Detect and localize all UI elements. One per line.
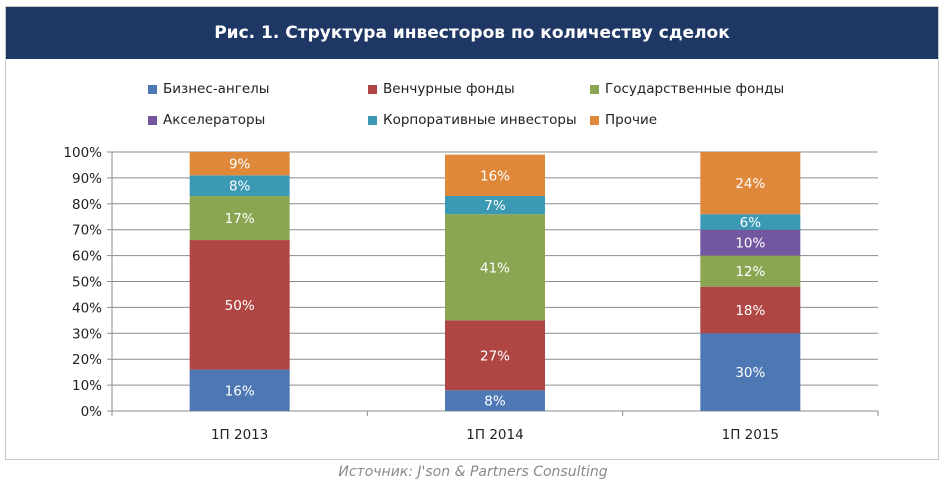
bar-segment	[445, 154, 545, 197]
legend-item-other: Прочие	[590, 112, 657, 128]
y-tick-label: 0%	[81, 404, 103, 420]
x-tick-label: 1П 2014	[466, 427, 523, 443]
data-label: 7%	[484, 198, 506, 214]
legend-item-venture-funds: Венчурные фонды	[368, 81, 515, 97]
data-label: 8%	[229, 179, 251, 195]
bar-segment	[700, 333, 801, 411]
bar-segment	[189, 196, 290, 241]
y-tick-label: 100%	[63, 145, 102, 161]
bar-segment	[189, 175, 290, 197]
y-tick-label: 60%	[72, 249, 102, 265]
chart-title: Рис. 1. Структура инвесторов по количест…	[6, 7, 938, 59]
source-note: Источник: J'son & Partners Consulting	[338, 464, 608, 480]
data-label: 41%	[480, 260, 510, 276]
bar-segment	[445, 390, 545, 411]
legend-swatch	[148, 115, 157, 125]
data-label: 24%	[735, 176, 765, 192]
y-tick-label: 80%	[72, 197, 102, 213]
y-tick-label: 50%	[72, 275, 102, 291]
bar-segment	[189, 152, 290, 176]
legend-label: Бизнес-ангелы	[163, 81, 270, 97]
bar-segment	[445, 214, 545, 321]
bar-segment	[189, 369, 290, 411]
y-tick-label: 70%	[72, 223, 102, 239]
data-label: 17%	[225, 211, 255, 227]
x-tick-label: 1П 2015	[722, 427, 779, 443]
data-label: 30%	[735, 365, 765, 381]
data-label: 10%	[735, 236, 765, 252]
bar-segment	[700, 229, 801, 256]
legend-swatch	[590, 84, 599, 94]
legend-item-accelerators: Акселераторы	[148, 112, 265, 128]
legend-label: Государственные фонды	[605, 81, 785, 97]
data-label: 27%	[480, 348, 510, 364]
bar-segment	[445, 320, 545, 391]
legend-item-state-funds: Государственные фонды	[590, 81, 784, 97]
bar-segment	[445, 196, 545, 215]
legend-item-corporate-investors: Корпоративные инвесторы	[368, 112, 577, 128]
y-tick-label: 10%	[72, 378, 102, 394]
y-tick-label: 30%	[72, 326, 102, 342]
stacked-bar-chart: 0% 10% 20% 30% 40% 50% 60% 70% 80% 90% 100% 16% 50% 1…	[63, 145, 879, 443]
y-tick-label: 40%	[72, 300, 102, 316]
bar-segment	[700, 286, 801, 334]
bar-segment	[189, 240, 290, 370]
y-tick-label: 20%	[72, 352, 102, 368]
data-label: 18%	[735, 303, 765, 319]
data-label: 9%	[229, 157, 251, 173]
data-label: 16%	[480, 168, 510, 184]
data-label: 16%	[225, 383, 255, 399]
data-label: 8%	[484, 394, 506, 410]
legend-swatch	[368, 115, 377, 125]
y-tick-label: 90%	[72, 171, 102, 187]
x-tick-label: 1П 2013	[211, 427, 268, 443]
legend-item-business-angels: Бизнес-ангелы	[148, 81, 269, 97]
legend-swatch	[148, 84, 157, 94]
legend-swatch	[368, 84, 377, 94]
legend-label: Акселераторы	[163, 112, 266, 128]
bar-segment	[700, 214, 801, 230]
legend-label: Прочие	[605, 112, 658, 128]
data-label: 12%	[735, 264, 765, 280]
legend-label: Корпоративные инвесторы	[383, 112, 577, 128]
legend-swatch	[590, 115, 599, 125]
bar-segment	[700, 152, 801, 215]
data-label: 6%	[740, 215, 762, 231]
data-label: 50%	[225, 298, 255, 314]
bar-segment	[700, 255, 801, 287]
legend-label: Венчурные фонды	[383, 81, 515, 97]
